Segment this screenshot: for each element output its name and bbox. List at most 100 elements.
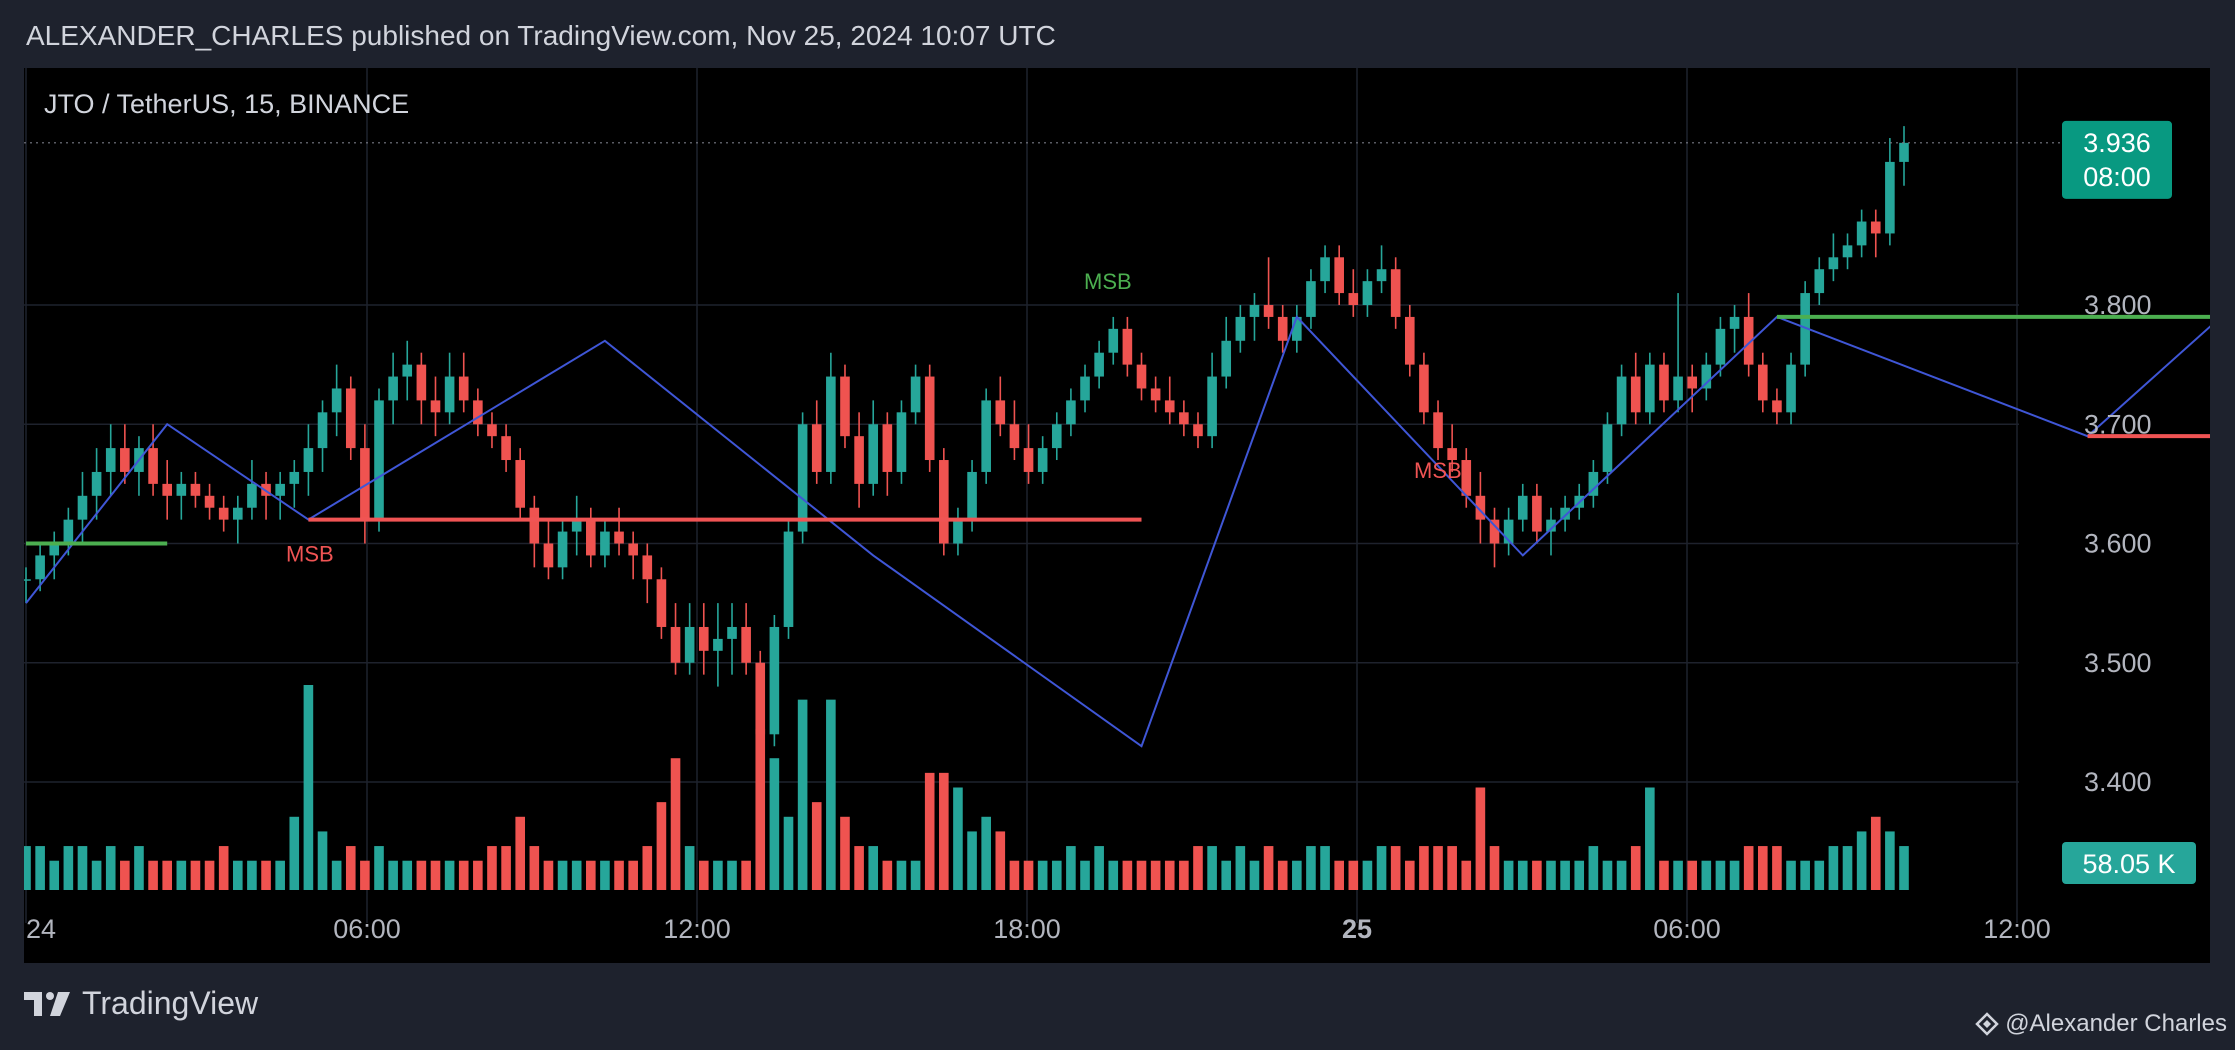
volume-bar — [713, 860, 723, 890]
volume-bar — [416, 860, 427, 890]
author-name: @Alexander Charles — [2005, 1010, 2227, 1037]
volume-bar — [1080, 860, 1090, 890]
volume-bar — [1348, 860, 1359, 890]
candle-body — [1207, 376, 1217, 437]
candle-body — [1616, 376, 1627, 425]
candle — [811, 400, 822, 484]
volume-bar — [741, 860, 751, 890]
volume-bar — [388, 860, 398, 890]
candle — [953, 507, 963, 556]
candle-body — [713, 638, 723, 651]
candle-body — [882, 424, 893, 472]
last-volume-badge — [2062, 842, 2196, 884]
candle-body — [1560, 507, 1570, 520]
volume-bar — [1814, 860, 1825, 890]
candle-body — [458, 376, 469, 401]
volume-bar — [1433, 846, 1443, 890]
volume-bar — [953, 787, 963, 890]
volume-bar — [1616, 860, 1627, 890]
price-chart[interactable]: MSB MSB MSB 3.800 3.700 3.600 3.500 3.400 24 06:… — [24, 68, 2210, 963]
candle-body — [1687, 376, 1697, 389]
candle — [1842, 233, 1853, 270]
candle — [995, 376, 1006, 437]
volume-bar — [1094, 846, 1104, 890]
candle — [600, 519, 610, 568]
volume-bar — [1235, 846, 1246, 890]
tradingview-brand[interactable]: TradingView — [24, 985, 258, 1022]
candle-body — [1870, 221, 1881, 234]
candle-body — [1390, 269, 1401, 317]
candle-body — [218, 507, 229, 520]
volume-bar — [868, 846, 879, 890]
candle-body — [1517, 495, 1528, 520]
candle-body — [1546, 519, 1556, 532]
volume-bar — [1023, 860, 1034, 890]
candle-body — [1885, 161, 1895, 234]
candle — [783, 519, 794, 639]
volume-bar — [1842, 846, 1853, 890]
candle — [1235, 305, 1246, 353]
volume-bar — [444, 860, 455, 890]
candle — [924, 364, 935, 472]
volume-bar — [1602, 860, 1613, 890]
volume-bar — [981, 816, 991, 890]
candle — [1447, 424, 1457, 472]
candle — [289, 460, 300, 508]
candle-body — [430, 400, 441, 413]
candle-body — [1009, 424, 1020, 449]
volume-bar — [473, 860, 483, 890]
candle — [360, 424, 370, 544]
diamond-logo-icon — [1975, 1012, 1999, 1036]
x-tick-label: 25 — [1342, 914, 1372, 944]
volume-bar — [670, 758, 681, 890]
candle — [713, 603, 723, 687]
volume-bar — [190, 860, 201, 890]
candle-body — [1659, 364, 1669, 401]
candle-body — [769, 626, 780, 735]
msb-label-bullish: MSB — [1084, 269, 1132, 294]
candle — [1094, 340, 1104, 389]
volume-bar — [586, 860, 596, 890]
candle-body — [289, 471, 300, 484]
candle-body — [854, 436, 864, 484]
candle-body — [1588, 471, 1599, 496]
candle — [1560, 495, 1570, 532]
publish-line: ALEXANDER_CHARLES published on TradingVi… — [26, 20, 1056, 51]
candle — [1277, 305, 1288, 353]
candle-body — [600, 531, 610, 556]
volume-bar — [614, 860, 624, 890]
candle-body — [586, 519, 596, 556]
volume-bar — [134, 846, 144, 890]
volume-bar — [656, 802, 667, 890]
volume-bar — [24, 846, 31, 890]
candle-body — [529, 507, 540, 544]
candle — [1221, 316, 1232, 389]
candle — [162, 460, 173, 520]
candle-body — [1404, 316, 1415, 365]
candle-body — [939, 460, 949, 544]
y-tick-label: 3.600 — [2084, 529, 2152, 559]
last-price-badge — [2062, 120, 2172, 199]
volume-bar — [571, 860, 582, 890]
volume-bar — [854, 846, 864, 890]
candle-body — [1023, 448, 1034, 472]
volume-bar — [1729, 860, 1740, 890]
candle — [1616, 364, 1627, 437]
candle — [1729, 305, 1740, 353]
candle — [1419, 352, 1429, 425]
candle — [416, 352, 427, 425]
volume-bar — [1645, 787, 1655, 890]
chart-panel[interactable]: MSB MSB MSB 3.800 3.700 3.600 3.500 3.400 24 06:… — [24, 68, 2210, 963]
candle-body — [1645, 364, 1655, 413]
candle — [755, 650, 766, 747]
candle — [1715, 316, 1726, 377]
candle — [1602, 412, 1613, 484]
volume-bar — [1800, 860, 1810, 890]
candle — [1037, 436, 1048, 484]
candle — [741, 603, 751, 675]
candle-body — [1814, 269, 1825, 294]
volume-bar — [797, 699, 808, 890]
candle — [1376, 245, 1387, 294]
volume-bar — [204, 860, 215, 890]
candle — [1023, 424, 1034, 484]
